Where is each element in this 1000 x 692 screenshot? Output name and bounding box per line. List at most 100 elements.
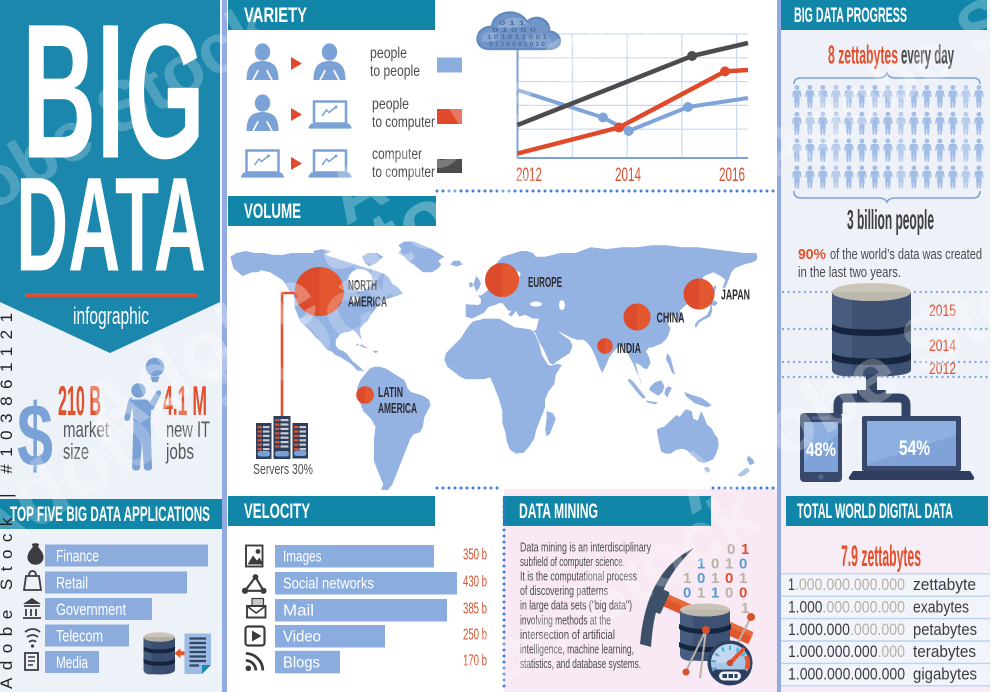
svg-text:of the world’s data was creat: of the world’s data was created	[830, 247, 982, 263]
svg-text:to people: to people	[370, 63, 420, 80]
svg-text:to computer: to computer	[372, 164, 435, 181]
svg-text:0: 0	[711, 556, 719, 573]
svg-text:jobs: jobs	[165, 439, 194, 464]
svg-text:2016: 2016	[719, 165, 745, 186]
svg-text:1: 1	[741, 541, 749, 558]
svg-text:every day: every day	[901, 40, 954, 70]
svg-text:Mail: Mail	[283, 603, 314, 620]
svg-text:1.000.000.000.000: 1.000.000.000.000	[788, 597, 905, 616]
svg-text:VARIETY: VARIETY	[244, 4, 307, 27]
svg-text:1.000.000.000.000: 1.000.000.000.000	[788, 665, 905, 684]
svg-text:Blogs: Blogs	[283, 654, 320, 671]
svg-text:0: 0	[725, 570, 733, 587]
svg-text:2012: 2012	[929, 360, 956, 378]
svg-text:1.000.000.000.000: 1.000.000.000.000	[788, 620, 905, 639]
svg-text:7.9 zettabytes: 7.9 zettabytes	[841, 540, 921, 573]
svg-text:1 0 1 0 1 1 0 0 1: 1 0 1 0 1 1 0 0 1	[487, 34, 547, 41]
svg-text:intelligence, machine learning: intelligence, machine learning,	[520, 641, 634, 656]
svg-text:Adobe Stock | #103861121: Adobe Stock | #103861121	[0, 305, 16, 689]
svg-text:1: 1	[741, 600, 749, 617]
svg-text:0: 0	[739, 556, 747, 573]
svg-text:1: 1	[711, 570, 719, 587]
svg-text:TOP FIVE BIG DATA APPLICATIONS: TOP FIVE BIG DATA APPLICATIONS	[10, 503, 210, 526]
svg-text:Finance: Finance	[56, 547, 99, 566]
svg-text:NORTH: NORTH	[348, 277, 377, 294]
svg-text:Video: Video	[283, 629, 321, 646]
svg-text:Telecom: Telecom	[56, 627, 103, 646]
svg-text:DATA: DATA	[16, 151, 206, 300]
svg-text:3 billion people: 3 billion people	[847, 204, 934, 235]
svg-text:VELOCITY: VELOCITY	[244, 500, 310, 523]
svg-text:1.000.000.000.000: 1.000.000.000.000	[788, 575, 905, 594]
svg-text:subfield of computer science.: subfield of computer science.	[520, 554, 625, 569]
svg-text:new IT: new IT	[166, 417, 210, 442]
svg-text:1: 1	[725, 556, 733, 573]
svg-text:54%: 54%	[899, 437, 930, 460]
svg-text:of discovering patterns: of discovering patterns	[520, 583, 608, 598]
svg-text:4.1 M: 4.1 M	[163, 377, 207, 424]
svg-text:170 b: 170 b	[463, 652, 487, 669]
svg-text:Media: Media	[56, 653, 88, 672]
svg-text:CHINA: CHINA	[657, 310, 685, 327]
svg-text:1.000.000.000.000: 1.000.000.000.000	[788, 642, 905, 661]
svg-text:It is the computational proces: It is the computational process	[520, 569, 637, 584]
svg-text:EUROPE: EUROPE	[528, 274, 562, 291]
svg-text:petabytes: petabytes	[913, 620, 977, 639]
svg-text:Government: Government	[56, 600, 126, 619]
svg-text:terabytes: terabytes	[913, 642, 976, 661]
svg-text:1: 1	[697, 556, 705, 573]
svg-text:1: 1	[739, 570, 747, 587]
svg-text:JAPAN: JAPAN	[721, 287, 750, 304]
svg-text:90%: 90%	[798, 247, 826, 263]
svg-text:350 b: 350 b	[463, 547, 487, 564]
svg-text:intersection of artificial: intersection of artificial	[520, 627, 615, 642]
svg-text:INDIA: INDIA	[617, 340, 641, 357]
svg-text:0: 0	[727, 541, 735, 558]
svg-text:BIG: BIG	[22, 0, 205, 199]
svg-text:2012: 2012	[516, 165, 542, 186]
svg-text:1: 1	[697, 585, 705, 602]
svg-text:210 B: 210 B	[58, 377, 101, 424]
svg-text:2015: 2015	[929, 302, 956, 320]
svg-text:in the last two years.: in the last two years.	[798, 265, 901, 281]
svg-text:zettabyte: zettabyte	[913, 575, 976, 594]
svg-text:430 b: 430 b	[463, 574, 487, 591]
svg-text:BIG DATA PROGRESS: BIG DATA PROGRESS	[794, 4, 907, 27]
svg-text:$: $	[17, 385, 53, 485]
svg-text:to computer: to computer	[372, 114, 435, 131]
svg-text:infographic: infographic	[73, 303, 149, 330]
svg-text:people: people	[372, 96, 409, 113]
svg-text:1: 1	[683, 570, 691, 587]
svg-text:0: 0	[683, 585, 691, 602]
svg-text:0: 0	[739, 585, 747, 602]
svg-text:2014: 2014	[929, 337, 956, 355]
svg-text:size: size	[63, 439, 89, 464]
svg-text:0 1 0 0 0: 0 1 0 0 0	[492, 27, 537, 34]
svg-text:exabytes: exabytes	[913, 597, 969, 616]
svg-text:0 1 1: 0 1 1	[499, 20, 526, 27]
svg-text:Servers 30%: Servers 30%	[253, 462, 313, 478]
svg-text:Social networks: Social networks	[283, 576, 374, 593]
svg-text:0: 0	[725, 585, 733, 602]
svg-text:computer: computer	[372, 146, 422, 163]
svg-text:385 b: 385 b	[463, 601, 487, 618]
svg-text:0 1 1 0 0 0 1 0 1 0: 0 1 1 0 0 0 1 0 1 0	[489, 41, 545, 48]
svg-text:250 b: 250 b	[463, 627, 487, 644]
svg-text:48%: 48%	[806, 440, 836, 461]
svg-text:AMERICA: AMERICA	[348, 294, 387, 311]
svg-text:1: 1	[711, 585, 719, 602]
svg-text:0: 0	[697, 570, 705, 587]
svg-text:2014: 2014	[615, 165, 641, 186]
svg-text:TOTAL WORLD DIGITAL DATA: TOTAL WORLD DIGITAL DATA	[797, 500, 953, 523]
svg-text:AMERICA: AMERICA	[378, 400, 417, 417]
svg-text:Retail: Retail	[56, 574, 88, 593]
svg-text:LATIN: LATIN	[378, 384, 403, 401]
svg-text:Images: Images	[283, 549, 322, 566]
svg-text:people: people	[370, 45, 407, 62]
svg-text:DATA MINING: DATA MINING	[519, 500, 598, 523]
svg-text:involving methods at the: involving methods at the	[520, 612, 611, 627]
svg-text:in large data sets ("big data": in large data sets ("big data")	[520, 598, 632, 613]
svg-text:market: market	[63, 417, 109, 442]
svg-text:8 zettabytes: 8 zettabytes	[828, 40, 898, 70]
svg-text:statistics, and database syste: statistics, and database systems.	[520, 656, 641, 671]
